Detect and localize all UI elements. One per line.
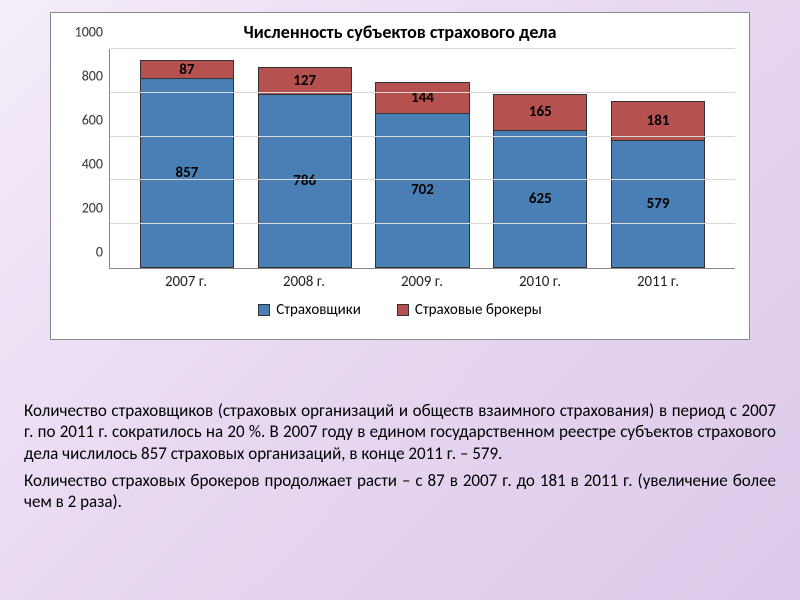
y-tick-label: 200 bbox=[82, 200, 103, 217]
bar: 144702 bbox=[375, 82, 469, 268]
legend-label: Страховщики bbox=[276, 301, 361, 319]
x-tick-label: 2010 г. bbox=[493, 273, 587, 291]
x-tick-label: 2011 г. bbox=[611, 273, 705, 291]
x-tick-label: 2009 г. bbox=[375, 273, 469, 291]
x-axis: 2007 г. 2008 г. 2009 г. 2010 г. 2011 г. bbox=[65, 269, 735, 291]
paragraph-2: Количество страховых брокеров продолжает… bbox=[24, 470, 776, 513]
bar-segment-insurers: 857 bbox=[140, 79, 234, 268]
chart-title: Численность субъектов страхового дела bbox=[65, 21, 735, 43]
bar-segment-brokers: 87 bbox=[140, 60, 234, 79]
legend: Страховщики Страховые брокеры bbox=[65, 301, 735, 319]
x-tick-label: 2007 г. bbox=[139, 273, 233, 291]
bar: 127786 bbox=[258, 67, 352, 268]
bar-segment-brokers: 165 bbox=[493, 94, 587, 130]
y-tick-label: 0 bbox=[96, 244, 103, 261]
legend-swatch bbox=[258, 304, 270, 316]
paragraph-1: Количество страховщиков (страховых орган… bbox=[24, 400, 776, 464]
legend-item: Страховщики bbox=[258, 301, 361, 319]
legend-item: Страховые брокеры bbox=[397, 301, 542, 319]
bar-segment-insurers: 786 bbox=[258, 95, 352, 268]
y-tick-label: 800 bbox=[82, 68, 103, 85]
grid-line bbox=[110, 223, 735, 224]
x-tick-label: 2008 г. bbox=[257, 273, 351, 291]
chart-panel: Численность субъектов страхового дела 0 2… bbox=[50, 12, 750, 340]
bar-segment-brokers: 144 bbox=[375, 82, 469, 114]
bar-segment-insurers: 579 bbox=[611, 141, 705, 268]
grid-line bbox=[110, 136, 735, 137]
grid-line bbox=[110, 92, 735, 93]
bar: 165625 bbox=[493, 94, 587, 268]
bar-segment-insurers: 702 bbox=[375, 114, 469, 268]
y-tick-label: 1000 bbox=[75, 24, 103, 41]
bar-segment-insurers: 625 bbox=[493, 131, 587, 269]
y-tick-label: 600 bbox=[82, 112, 103, 129]
body-text: Количество страховщиков (страховых орган… bbox=[24, 400, 776, 518]
y-tick-label: 400 bbox=[82, 156, 103, 173]
plot-area: 87857127786144702165625181579 bbox=[109, 49, 735, 269]
legend-label: Страховые брокеры bbox=[415, 301, 542, 319]
y-axis: 02004006008001000 bbox=[65, 49, 109, 269]
grid-line bbox=[110, 48, 735, 49]
legend-swatch bbox=[397, 304, 409, 316]
bars-container: 87857127786144702165625181579 bbox=[110, 49, 735, 268]
plot-row: 02004006008001000 8785712778614470216562… bbox=[65, 49, 735, 269]
bar: 181579 bbox=[611, 101, 705, 268]
grid-line bbox=[110, 179, 735, 180]
